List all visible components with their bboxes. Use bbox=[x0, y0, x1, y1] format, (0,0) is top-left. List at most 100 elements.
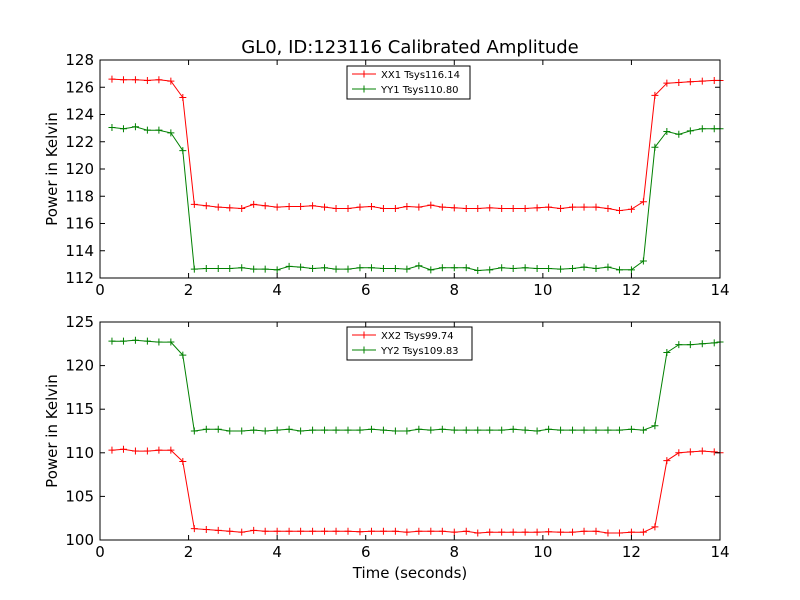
chart-2-series-2-point bbox=[261, 427, 269, 435]
chart-1-series-1-point bbox=[238, 205, 246, 213]
chart-1-legend-label: XX1 Tsys116.14 bbox=[381, 70, 460, 81]
chart-1-series-2-point bbox=[285, 262, 293, 270]
chart-2-series-2-point bbox=[651, 422, 659, 430]
chart-1-series-2-point bbox=[521, 264, 529, 272]
chart-1-legend-label: YY1 Tsys110.80 bbox=[380, 85, 459, 96]
chart-1-series-2-point bbox=[321, 264, 329, 272]
chart-2-series-1-point bbox=[509, 528, 517, 536]
chart-2-series-1-point bbox=[604, 529, 612, 537]
chart-1-y-tick-label: 112 bbox=[65, 269, 94, 287]
chart-1-series-2-point bbox=[367, 264, 375, 272]
chart-2-series-2-point bbox=[533, 427, 541, 435]
chart-1-series-1-point bbox=[557, 205, 565, 213]
chart-2-series-2-point bbox=[321, 426, 329, 434]
chart-2-series-1-point bbox=[332, 527, 340, 535]
chart-2-series-2-point bbox=[309, 426, 317, 434]
chart-1-series-1-point bbox=[179, 93, 187, 101]
chart-2-y-tick-label: 105 bbox=[65, 487, 94, 505]
chart-2-series-2-point bbox=[663, 349, 671, 357]
chart-2-series-1-point bbox=[309, 527, 317, 535]
chart-2-legend-box bbox=[346, 326, 473, 361]
chart-1-series-2-point bbox=[403, 265, 411, 273]
chart-1-series-1-point bbox=[486, 204, 494, 212]
chart-2-series-1-point bbox=[498, 528, 506, 536]
chart-1-series-1-point bbox=[131, 76, 139, 84]
chart-2-y-tick-label: 100 bbox=[65, 531, 94, 549]
chart-2-series-1-point bbox=[344, 527, 352, 535]
chart-2-series-1-point bbox=[675, 449, 683, 457]
chart-1-series-2-point bbox=[167, 129, 175, 137]
chart-2-x-tick-label: 0 bbox=[95, 543, 105, 561]
chart-1-series-2-point bbox=[356, 264, 364, 272]
chart-1-series-2-point bbox=[427, 266, 435, 274]
chart-2-series-2-point bbox=[427, 426, 435, 434]
chart-1-x-tick-label: 10 bbox=[533, 281, 552, 299]
chart-2-series-1-point bbox=[285, 527, 293, 535]
chart-1-series-2-point bbox=[438, 264, 446, 272]
chart-1-series-2-point bbox=[309, 264, 317, 272]
chart-1-series-1-point bbox=[321, 203, 329, 211]
chart-1-series-2-point bbox=[179, 147, 187, 155]
chart-2-series-1-point bbox=[226, 527, 234, 535]
chart-2-series-2-point bbox=[403, 427, 411, 435]
chart-1-series-1-point bbox=[250, 200, 258, 208]
chart-2-series-2-point bbox=[486, 426, 494, 434]
chart-2-series-2-point bbox=[367, 425, 375, 433]
chart-1-series-1-point bbox=[155, 76, 163, 84]
chart-2-series-2-point bbox=[627, 425, 635, 433]
chart-1-series-2-point bbox=[415, 262, 423, 270]
chart-1-series-2-point bbox=[663, 128, 671, 136]
chart-1-series-1-point bbox=[297, 202, 305, 210]
chart-2-y-tick-label: 110 bbox=[65, 444, 94, 462]
chart-2-series-2-point bbox=[108, 337, 116, 345]
figure-title: GL0, ID:123116 Calibrated Amplitude bbox=[241, 37, 579, 58]
chart-1-series-2-point bbox=[486, 266, 494, 274]
chart-1-series-1-point bbox=[273, 203, 281, 211]
chart-1-series-2-point bbox=[580, 263, 588, 271]
chart-1-series-2-point bbox=[273, 266, 281, 274]
chart-2-series-2-point bbox=[545, 425, 553, 433]
chart-2-series-1-point bbox=[427, 527, 435, 535]
chart-1-series-1-point bbox=[604, 205, 612, 213]
chart-2-series-2-point bbox=[131, 336, 139, 344]
chart-2-x-tick-label: 12 bbox=[622, 543, 641, 561]
chart-1-series-1-point bbox=[415, 203, 423, 211]
chart-2-x-tick-label: 6 bbox=[361, 543, 371, 561]
chart-2-series-2-point bbox=[379, 426, 387, 434]
chart-1-series-2-point bbox=[533, 264, 541, 272]
chart-2-series-1-point bbox=[592, 527, 600, 535]
chart-1-series-2-point bbox=[332, 265, 340, 273]
chart-1-series-1-point bbox=[675, 78, 683, 86]
chart-2-series-2-point bbox=[580, 426, 588, 434]
chart-2-series-1-point bbox=[710, 448, 718, 456]
chart-2-legend: XX2 Tsys99.74 YY2 Tsys109.83 bbox=[346, 326, 473, 361]
chart-2-series-1-point bbox=[521, 528, 529, 536]
chart-2-series-1-point bbox=[238, 528, 246, 536]
chart-2-series-2-point bbox=[167, 338, 175, 346]
chart-1-series-1-point bbox=[450, 204, 458, 212]
chart-1-series-2-point bbox=[615, 266, 623, 274]
chart-2-series-1-point bbox=[273, 527, 281, 535]
chart-1-series-1-point bbox=[202, 202, 210, 210]
chart-1-series-1-point bbox=[569, 203, 577, 211]
chart-1-series-1-point bbox=[474, 205, 482, 213]
chart-1-series-1-point bbox=[438, 203, 446, 211]
chart-1-series-2-point bbox=[379, 264, 387, 272]
chart-1-series-1-point bbox=[143, 76, 151, 84]
chart-1-series-2-point bbox=[639, 257, 647, 265]
chart-1-y-tick-label: 120 bbox=[65, 160, 94, 178]
chart-2-series-2-point bbox=[604, 426, 612, 434]
chart-1-series-1-point bbox=[462, 205, 470, 213]
chart-1-series-1-point bbox=[344, 205, 352, 213]
chart-1-series-1-point bbox=[545, 203, 553, 211]
chart-2-series-1-point bbox=[379, 527, 387, 535]
chart-1-series-1-point bbox=[119, 76, 127, 84]
chart-2-y-axis-label: Power in Kelvin bbox=[43, 374, 61, 488]
chart-2-series-1-point bbox=[415, 527, 423, 535]
chart-2-series-2-point bbox=[214, 425, 222, 433]
chart-2-legend-label: YY2 Tsys109.83 bbox=[380, 346, 459, 357]
chart-2-series-2-point bbox=[285, 425, 293, 433]
chart-1-series-2-point bbox=[250, 265, 258, 273]
chart-1-series-1-point bbox=[309, 202, 317, 210]
chart-1-series-1-point bbox=[615, 207, 623, 215]
